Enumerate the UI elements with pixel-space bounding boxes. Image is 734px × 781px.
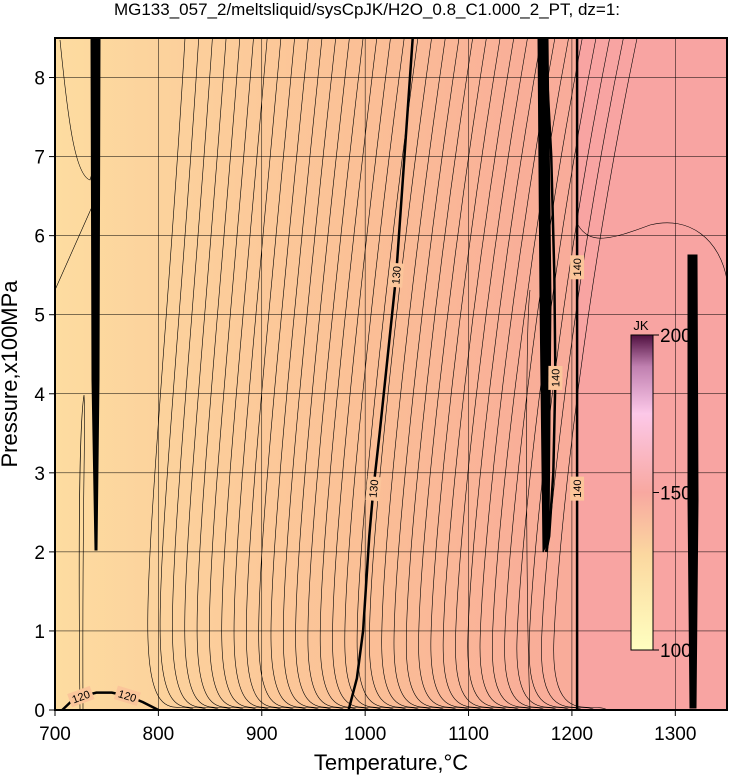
contour-line (307, 37, 364, 711)
y-axis-label: Pressure,x100MPa (0, 280, 22, 468)
contour-label-group: 120 (113, 685, 141, 706)
plot-frame (54, 37, 728, 711)
contour-label-bg (570, 255, 585, 280)
contour (544, 37, 557, 553)
contour-line (258, 37, 309, 711)
y-tick-label: 4 (34, 385, 45, 406)
dense-contours (90, 37, 699, 709)
contour-line (196, 37, 246, 711)
contour-line (356, 37, 419, 711)
x-tick-label: 1300 (654, 724, 696, 745)
contour-label: 120 (71, 689, 92, 707)
contour-label-group: 130 (365, 475, 382, 502)
contour-label-group: 140 (548, 365, 563, 390)
contour-line (233, 37, 283, 711)
contour-line (467, 37, 542, 711)
contour-line (344, 37, 405, 711)
contour-line (504, 37, 583, 711)
contour-line (159, 37, 208, 711)
contour-line (54, 199, 96, 291)
x-tick-label: 800 (143, 724, 175, 745)
x-tick-label: 700 (39, 724, 71, 745)
contour-label-bg (388, 262, 405, 288)
contour-label-bg (67, 685, 95, 708)
x-tick-label: 900 (246, 724, 278, 745)
contour-label: 140 (572, 258, 584, 276)
y-tick-label: 2 (34, 543, 45, 564)
contour-label: 140 (572, 479, 584, 497)
contour-line (541, 37, 624, 711)
contour-line (516, 37, 597, 711)
contour-line (430, 37, 501, 711)
contour-line (78, 394, 85, 711)
contour-line (221, 37, 271, 711)
x-tick-label: 1100 (448, 724, 489, 745)
contour-label-group: 120 (67, 685, 95, 708)
contour-label-bg (548, 365, 563, 390)
contour-line (418, 37, 487, 711)
contour-line (479, 37, 556, 711)
contour-label: 120 (117, 688, 138, 705)
contour-line (405, 37, 473, 711)
contour-line (369, 37, 432, 711)
contour-line (442, 37, 515, 711)
contour-lines (54, 37, 728, 711)
colorbar-tick-label: 200 (660, 326, 692, 347)
contour-line (295, 37, 350, 711)
contour-line (577, 222, 728, 281)
chart-title: MG133_057_2/meltsliquid/sysCpJK/H2O_0.8_… (114, 0, 620, 19)
contour-line (270, 37, 323, 711)
contour-line (172, 37, 221, 711)
x-tick-label: 1000 (344, 724, 386, 745)
y-tick-label: 1 (34, 622, 45, 643)
x-axis-label: Temperature,°C (314, 750, 468, 775)
contour-line (455, 37, 528, 711)
y-tick-label: 3 (34, 464, 45, 485)
contour-line (147, 37, 196, 711)
contour-line (393, 37, 460, 711)
y-tick-label: 7 (34, 148, 45, 169)
labeled-contours: 120 120 130 130 140 140 140 (61, 37, 585, 712)
contour-line (381, 37, 446, 711)
y-tick-label: 5 (34, 306, 45, 327)
colorbar-label: JK (633, 318, 649, 333)
contour-label-group: 140 (570, 255, 585, 280)
contour-line (526, 289, 531, 711)
y-tick-label: 0 (34, 701, 45, 722)
contour-label: 140 (550, 369, 562, 387)
contour-line (282, 37, 336, 711)
y-tick-label: 6 (34, 227, 45, 248)
y-tick-label: 8 (34, 69, 45, 90)
contour-label-group: 140 (570, 476, 585, 501)
x-tick-label: 1200 (551, 724, 593, 745)
contour-line (332, 37, 391, 711)
contour-line (246, 37, 296, 711)
contour-label: 130 (390, 266, 403, 285)
colorbar-tick-label: 100 (660, 641, 692, 662)
colorbar-ticks: 100 150 200 (653, 326, 692, 662)
colorbar (630, 334, 654, 651)
contour-line (492, 37, 569, 711)
colorbar-tick-label: 150 (660, 484, 692, 505)
contour-label-bg (365, 475, 382, 502)
contour-label-bg (113, 685, 141, 706)
contour-label: 130 (368, 479, 382, 498)
contour-label-group: 130 (388, 262, 405, 288)
contour-label-bg (570, 476, 585, 501)
contour-line (184, 37, 233, 711)
contour-line (209, 37, 258, 711)
contour-line (319, 37, 378, 711)
